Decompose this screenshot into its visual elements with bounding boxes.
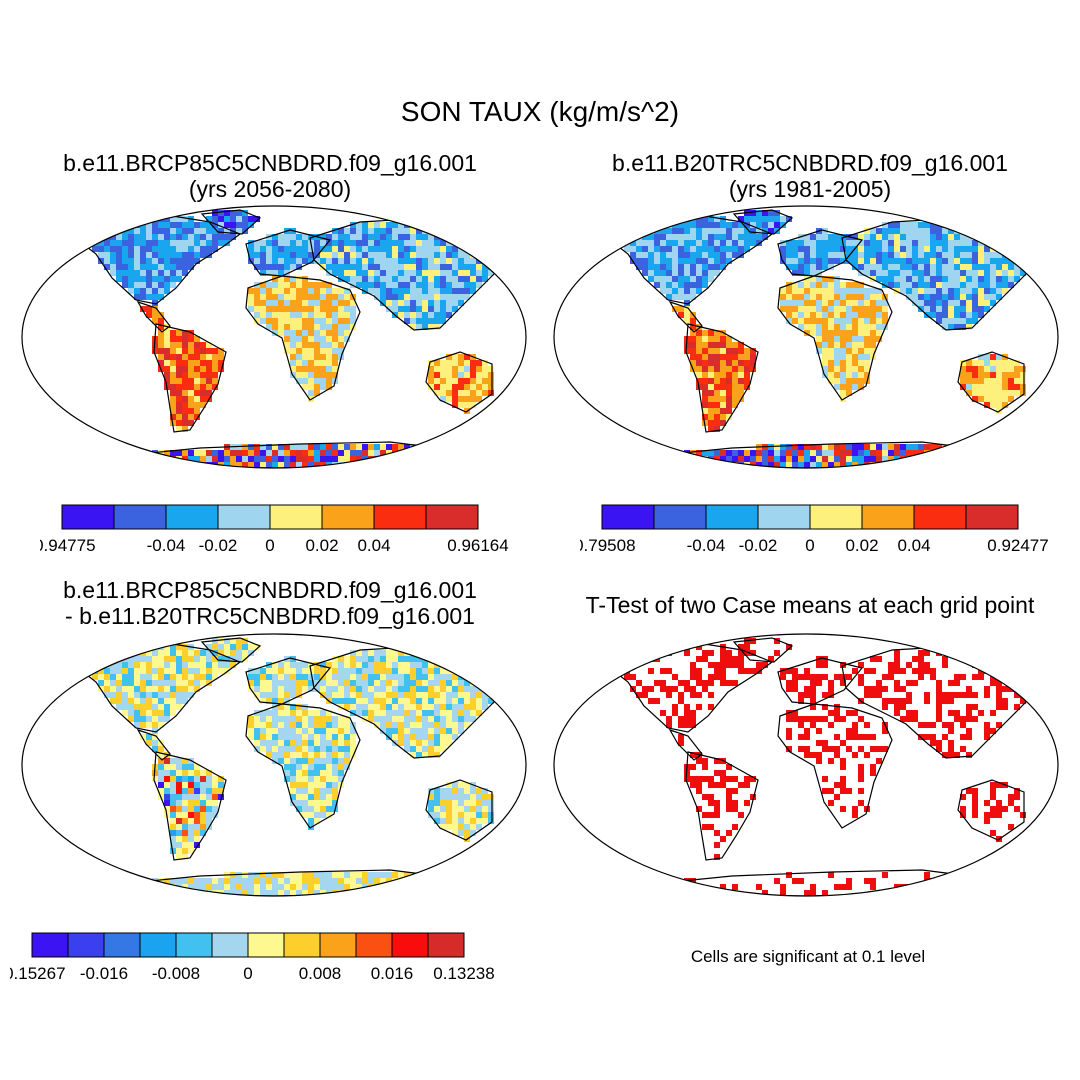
panel-control-title-line1: b.e11.B20TRC5CNBDRD.f09_g16.001 [612, 150, 1008, 176]
colorbar-swatch [113, 504, 167, 530]
colorbar-label: 0 [265, 536, 274, 555]
colorbar-label: -0.15267 [10, 964, 66, 983]
coastline-eu [245, 229, 332, 277]
coastline-ca [668, 300, 703, 333]
colorbar-label: 0.04 [357, 536, 390, 555]
map-control [553, 205, 1059, 469]
coastline-greenland [732, 637, 794, 663]
coastline-eu [777, 229, 864, 277]
colorbar-swatch [601, 504, 655, 530]
colorbar-swatch [175, 932, 213, 958]
colorbar-control: -0.79508 -0.04 -0.02 0 0.02 0.04 0.92477 [580, 504, 1049, 555]
map-ttest [553, 633, 1059, 897]
map-frame [553, 205, 1059, 469]
coastline-au [957, 351, 1025, 413]
coastline-sa [685, 751, 759, 861]
colorbar-label: 0.04 [897, 536, 930, 555]
coastline-af [777, 703, 893, 829]
coastline-eu [245, 657, 332, 705]
colorbar-label: 0.02 [845, 536, 878, 555]
colorbar-diff: -0.15267 -0.016 -0.008 0 0.008 0.016 0.13238 [10, 932, 495, 983]
coastline-sa [685, 323, 759, 433]
colorbar-swatch [269, 504, 323, 530]
colorbar-label: 0.92477 [987, 536, 1048, 555]
colorbar-swatch [425, 504, 479, 530]
figure-title: SON TAUX (kg/m/s^2) [400, 96, 680, 127]
coastline-sa [153, 323, 227, 433]
coastline-sa [153, 751, 227, 861]
coastline-au [957, 779, 1025, 841]
colorbar-swatch [757, 504, 811, 530]
colorbar-swatch [165, 504, 219, 530]
significance-note: Cells are significant at 0.1 level [690, 947, 926, 966]
colorbar-label: 0.02 [305, 536, 338, 555]
panel-case-title-line1: b.e11.BRCP85C5CNBDRD.f09_g16.001 [63, 150, 477, 176]
panel-control-title-line2: (yrs 1981-2005) [728, 176, 892, 202]
colorbar-swatch [653, 504, 707, 530]
colorbar-swatch [809, 504, 863, 530]
colorbar-label: 0.13238 [433, 964, 494, 983]
panel-control-title: b.e11.B20TRC5CNBDRD.f09_g16.001 (yrs 198… [560, 150, 1060, 202]
colorbar-swatch [211, 932, 249, 958]
colorbar-label: -0.94775 [40, 536, 96, 555]
colorbar-label: -0.04 [147, 536, 186, 555]
colorbar-swatch [861, 504, 915, 530]
colorbar-label: 0.008 [299, 964, 342, 983]
colorbar-label: -0.79508 [580, 536, 636, 555]
coastline-ca [136, 728, 171, 761]
colorbar-label: -0.04 [687, 536, 726, 555]
coastline-ca [136, 300, 171, 333]
colorbar-swatch [373, 504, 427, 530]
colorbar-label: -0.016 [80, 964, 128, 983]
colorbar-swatch [67, 932, 105, 958]
coastline-ca [668, 728, 703, 761]
colorbar-swatch [321, 504, 375, 530]
colorbar-swatch [283, 932, 321, 958]
colorbar-swatch [247, 932, 285, 958]
panel-ttest-title: T-Test of two Case means at each grid po… [585, 592, 1035, 618]
coastline-greenland [200, 209, 262, 235]
map-frame [21, 205, 527, 469]
colorbar-case: -0.94775 -0.04 -0.02 0 0.02 0.04 0.96164 [40, 504, 509, 555]
coastline-greenland [200, 637, 262, 663]
colorbar-swatch [427, 932, 465, 958]
colorbar-swatch [355, 932, 393, 958]
colorbar-swatch [319, 932, 357, 958]
panel-diff-title-line2: - b.e11.B20TRC5CNBDRD.f09_g16.001 [65, 603, 475, 629]
colorbar-swatch [913, 504, 967, 530]
panel-case-title: b.e11.BRCP85C5CNBDRD.f09_g16.001 (yrs 20… [20, 150, 520, 202]
coastline-au [425, 779, 493, 841]
colorbar-swatch [139, 932, 177, 958]
colorbar-label: -0.02 [739, 536, 778, 555]
colorbar-swatch [217, 504, 271, 530]
panel-diff-title-line1: b.e11.BRCP85C5CNBDRD.f09_g16.001 [63, 577, 477, 603]
colorbar-swatch [965, 504, 1019, 530]
colorbar-swatch [31, 932, 69, 958]
panel-diff-title: b.e11.BRCP85C5CNBDRD.f09_g16.001 - b.e11… [20, 577, 520, 629]
map-case [21, 205, 527, 469]
coastline-af [777, 275, 893, 401]
colorbar-swatch [61, 504, 115, 530]
colorbar-label: 0.96164 [447, 536, 508, 555]
colorbar-label: 0 [805, 536, 814, 555]
colorbar-label: -0.008 [152, 964, 200, 983]
colorbar-swatch [103, 932, 141, 958]
coastline-eu [777, 657, 864, 705]
colorbar-swatch [391, 932, 429, 958]
map-frame [553, 633, 1059, 897]
map-diff [21, 633, 527, 897]
coastline-au [425, 351, 493, 413]
colorbar-label: 0.016 [371, 964, 414, 983]
map-frame [21, 633, 527, 897]
panel-case-title-line2: (yrs 2056-2080) [188, 176, 352, 202]
colorbar-label: 0 [243, 964, 252, 983]
coastline-af [245, 275, 361, 401]
colorbar-swatch [705, 504, 759, 530]
colorbar-label: -0.02 [199, 536, 238, 555]
coastline-af [245, 703, 361, 829]
coastline-greenland [732, 209, 794, 235]
